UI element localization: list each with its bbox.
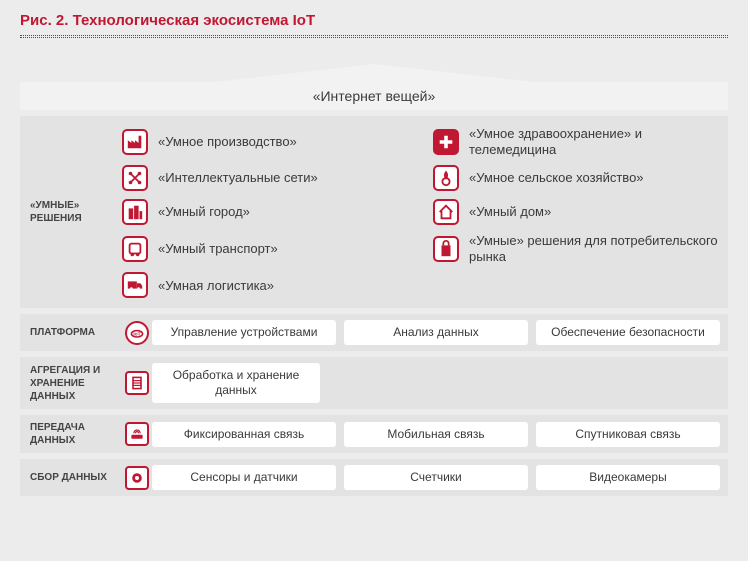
collection-box: Сенсоры и датчики: [152, 465, 336, 490]
row-platform: ПЛАТФОРМА IoT Управление устройствами Ан…: [20, 314, 728, 351]
solutions-label: «УМНЫЕ» РЕШЕНИЯ: [20, 126, 122, 298]
health-icon: [433, 129, 459, 155]
iot-header: «Интернет вещей»: [20, 82, 728, 110]
collection-box: Счетчики: [344, 465, 528, 490]
solution-label: «Умное здравоохранение» и телемедицина: [469, 126, 720, 157]
transmission-box: Фиксированная связь: [152, 422, 336, 447]
grid-icon: [122, 165, 148, 191]
platform-box: Анализ данных: [344, 320, 528, 345]
transmission-box: Спутниковая связь: [536, 422, 720, 447]
transmission-box: Мобильная связь: [344, 422, 528, 447]
row-transmission: ПЕРЕДАЧА ДАННЫХ Фиксированная связь Моби…: [20, 415, 728, 453]
solution-city: «Умный город»: [122, 199, 409, 225]
city-icon: [122, 199, 148, 225]
database-icon: [122, 371, 152, 395]
title-underline: [20, 35, 728, 38]
platform-box: Управление устройствами: [152, 320, 336, 345]
solution-label: «Умная логистика»: [158, 278, 274, 294]
agriculture-icon: [433, 165, 459, 191]
solution-production: «Умное производство»: [122, 126, 409, 157]
solution-home: «Умный дом»: [433, 199, 720, 225]
row-label: АГРЕГАЦИЯ И ХРАНЕНИЕ ДАННЫХ: [20, 364, 122, 403]
transport-icon: [122, 236, 148, 262]
svg-text:IoT: IoT: [133, 331, 140, 337]
solutions-grid: «Умное производство» «Умное здравоохране…: [122, 126, 720, 298]
cloud-iot-icon: IoT: [122, 321, 152, 345]
router-icon: [122, 422, 152, 446]
row-label: СБОР ДАННЫХ: [20, 471, 122, 484]
row-collection: СБОР ДАННЫХ Сенсоры и датчики Счетчики В…: [20, 459, 728, 496]
solutions-section: «УМНЫЕ» РЕШЕНИЯ «Умное производство» «Ум…: [20, 116, 728, 308]
platform-box: Обеспечение безопасности: [536, 320, 720, 345]
solution-health: «Умное здравоохранение» и телемедицина: [433, 126, 720, 157]
collection-box: Видеокамеры: [536, 465, 720, 490]
consumer-icon: [433, 236, 459, 262]
row-storage: АГРЕГАЦИЯ И ХРАНЕНИЕ ДАННЫХ Обработка и …: [20, 357, 728, 409]
solution-grid: «Интеллектуальные сети»: [122, 165, 409, 191]
factory-icon: [122, 129, 148, 155]
solution-agriculture: «Умное сельское хозяйство»: [433, 165, 720, 191]
row-label: ПЕРЕДАЧА ДАННЫХ: [20, 421, 122, 447]
home-icon: [433, 199, 459, 225]
figure-title: Рис. 2. Технологическая экосистема IoT: [20, 12, 728, 29]
solution-label: «Интеллектуальные сети»: [158, 170, 318, 186]
logistics-icon: [122, 272, 148, 298]
solution-consumer: «Умные» решения для потребительского рын…: [433, 233, 720, 264]
storage-box: Обработка и хранение данных: [152, 363, 320, 403]
solution-transport: «Умный транспорт»: [122, 233, 409, 264]
solution-label: «Умный город»: [158, 204, 250, 220]
triangle-pointer: [20, 64, 728, 82]
solution-label: «Умное производство»: [158, 134, 297, 150]
solution-label: «Умное сельское хозяйство»: [469, 170, 644, 186]
solution-logistics: «Умная логистика»: [122, 272, 409, 298]
solution-label: «Умный транспорт»: [158, 241, 278, 257]
row-label: ПЛАТФОРМА: [20, 326, 122, 339]
solution-label: «Умный дом»: [469, 204, 551, 220]
solution-label: «Умные» решения для потребительского рын…: [469, 233, 720, 264]
sensor-icon: [122, 466, 152, 490]
